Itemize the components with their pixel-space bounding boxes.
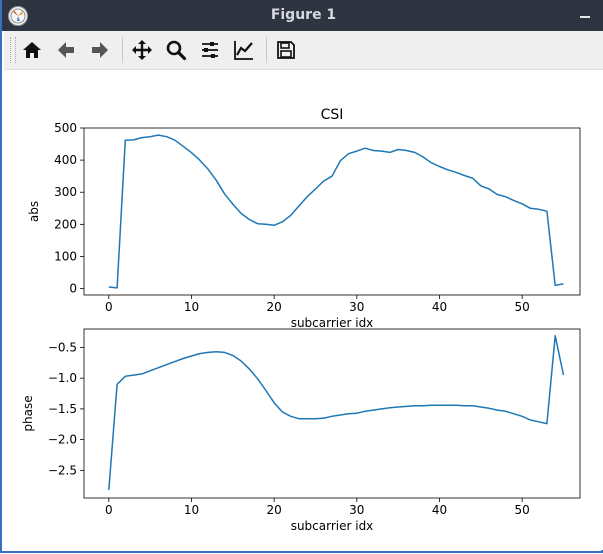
- phase-x-tick-label: 40: [432, 503, 447, 517]
- pan-button[interactable]: [128, 36, 156, 64]
- abs-x-tick-label: 40: [432, 300, 447, 314]
- abs-x-tick-label: 30: [349, 300, 364, 314]
- phase-axes-frame: [83, 328, 581, 499]
- home-icon: [23, 42, 41, 58]
- phase-x-tick-label: 50: [514, 503, 529, 517]
- zoom-icon: [166, 40, 187, 61]
- abs-y-tick-label: 400: [54, 153, 77, 167]
- abs-y-tick-label: 100: [54, 249, 77, 263]
- phase-x-tick-label: 20: [266, 503, 281, 517]
- phase-y-tick-label: −2.5: [48, 463, 77, 477]
- phase-y-tick-label: −2.0: [48, 433, 77, 447]
- phase-y-tick-label: −0.5: [48, 340, 77, 354]
- abs-x-tick-label: 20: [266, 300, 281, 314]
- abs-y-tick-label: 300: [54, 185, 77, 199]
- abs-y-axis-label: abs: [27, 201, 41, 222]
- configure-subplots-button[interactable]: [196, 36, 224, 64]
- home-button[interactable]: [18, 36, 46, 64]
- abs-y-tick-label: 500: [54, 121, 77, 135]
- forward-arrow-icon: [92, 42, 108, 58]
- back-arrow-icon: [58, 42, 74, 58]
- forward-button[interactable]: [86, 36, 114, 64]
- save-icon: [277, 41, 295, 59]
- abs-x-tick-label: 0: [105, 300, 113, 314]
- phase-x-tick-label: 10: [184, 503, 199, 517]
- abs-x-tick-label: 10: [184, 300, 199, 314]
- phase-x-tick-label: 30: [349, 503, 364, 517]
- toolbar-separator: [122, 37, 123, 63]
- edit-axes-button[interactable]: [230, 36, 258, 64]
- abs-y-tick-label: 200: [54, 217, 77, 231]
- pan-icon: [132, 40, 152, 60]
- toolbar-separator: [266, 37, 267, 63]
- title-bar[interactable]: Figure 1: [2, 0, 603, 31]
- toolbar-grip[interactable]: [10, 37, 16, 63]
- minimize-icon: [580, 16, 590, 18]
- minimize-button[interactable]: [579, 4, 593, 22]
- phase-y-tick-label: −1.0: [48, 371, 77, 385]
- abs-series-line: [108, 134, 564, 289]
- phase-series-line: [108, 335, 565, 491]
- matplotlib-icon[interactable]: [8, 6, 28, 26]
- chart-title: CSI: [321, 107, 344, 123]
- back-button[interactable]: [52, 36, 80, 64]
- phase-x-tick-label: 0: [105, 503, 113, 517]
- phase-x-axis-label: subcarrier idx: [291, 519, 374, 533]
- abs-axes-frame: [83, 127, 581, 296]
- edit-axes-icon: [234, 41, 253, 60]
- phase-y-axis-label: phase: [21, 395, 35, 431]
- figure-canvas[interactable]: 0 10 20 30 40 50 0 100 200 300 400 500 subcarrier id…: [4, 70, 603, 550]
- abs-y-tick-label: 0: [69, 282, 77, 296]
- subplots-icon: [202, 42, 218, 58]
- navigation-toolbar: [4, 31, 603, 70]
- phase-y-tick-label: −1.5: [48, 402, 77, 416]
- save-button[interactable]: [272, 36, 300, 64]
- zoom-button[interactable]: [162, 36, 190, 64]
- abs-x-axis-label: subcarrier idx: [291, 316, 374, 330]
- window-title: Figure 1: [270, 7, 337, 23]
- abs-x-tick-label: 50: [514, 300, 529, 314]
